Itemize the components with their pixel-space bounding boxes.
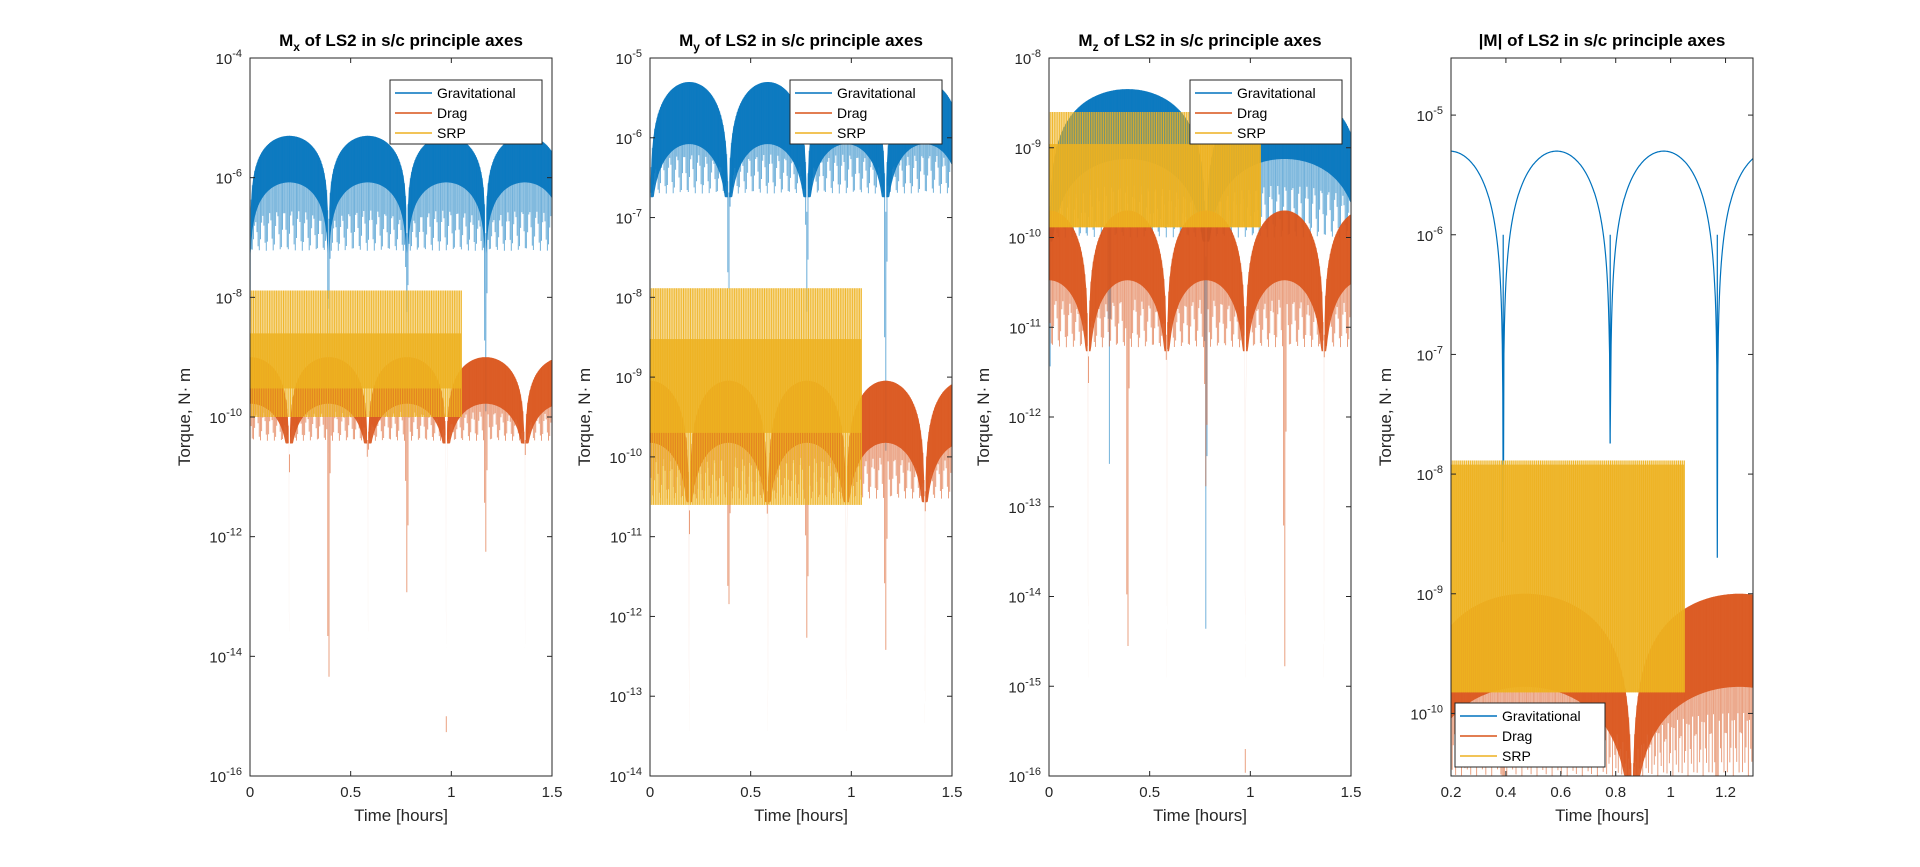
x-tick-label: 0.2 xyxy=(1441,784,1462,801)
x-tick-label: 0 xyxy=(246,784,254,801)
axes-box xyxy=(1450,57,1754,777)
legend-entry: SRP xyxy=(1502,748,1531,764)
x-tick-label: 1.5 xyxy=(942,784,963,801)
x-tick-label: 0.4 xyxy=(1495,784,1516,801)
subplot-title: My of LS2 in s/c principle axes xyxy=(679,31,923,54)
x-axis-label: Time [hours] xyxy=(1153,806,1247,825)
y-tick-label: 10-13 xyxy=(1008,497,1041,517)
legend-entry: Drag xyxy=(1237,105,1267,121)
subplot-1: 0 0.5 1 1.5 10-4 10-6 10-8 10-10 10-12 10-14 10-16… xyxy=(175,31,562,825)
x-tick-label: 0.8 xyxy=(1605,784,1626,801)
y-tick-label: 10-15 xyxy=(1008,676,1041,696)
y-axis-label: Torque, N· m xyxy=(175,368,194,466)
series-envelope xyxy=(250,135,552,495)
y-axis-label: Torque, N· m xyxy=(575,368,594,466)
y-tick-label: 10-6 xyxy=(1417,225,1443,245)
x-tick-label: 1 xyxy=(1246,784,1254,801)
srp-dense-band xyxy=(1049,144,1261,228)
x-tick-label: 0 xyxy=(1045,784,1053,801)
y-tick-label: 10-6 xyxy=(616,128,642,148)
y-tick-label: 10-10 xyxy=(609,447,642,467)
x-tick-label: 0.5 xyxy=(1139,784,1160,801)
series-gravitational xyxy=(250,135,552,510)
subplot-2: 0 0.5 1 1.5 10-5 10-6 10-7 10-8 10-9 10-10 10-11 10… xyxy=(575,31,962,825)
y-tick-label: 10-14 xyxy=(609,766,642,786)
x-tick-label: 0.5 xyxy=(340,784,361,801)
y-tick-label: 10-11 xyxy=(1009,317,1041,337)
series-srp xyxy=(1049,112,1261,228)
y-tick-label: 10-16 xyxy=(209,766,242,786)
x-tick-label: 0.5 xyxy=(740,784,761,801)
legend: Gravitational Drag SRP xyxy=(789,79,943,145)
y-tick-label: 10-13 xyxy=(609,686,642,706)
legend: Gravitational Drag SRP xyxy=(389,79,543,145)
y-tick-label: 10-8 xyxy=(216,287,242,307)
legend-entry: SRP xyxy=(437,125,466,141)
x-tick-label: 1 xyxy=(1666,784,1674,801)
subplot-4: 0.2 0.4 0.6 0.8 1 1.2 10-5 10-6 10-7 10-8 10-9 10-1… xyxy=(1376,31,1754,825)
gravitational-curve xyxy=(1451,150,1753,558)
x-tick-label: 1.5 xyxy=(1341,784,1362,801)
legend-entry: Gravitational xyxy=(837,85,916,101)
legend-entry: Drag xyxy=(1502,728,1532,744)
x-tick-label: 0 xyxy=(646,784,654,801)
x-tick-label: 0.6 xyxy=(1550,784,1571,801)
x-tick-label: 1.5 xyxy=(542,784,563,801)
axes-box xyxy=(649,57,953,777)
y-tick-label: 10-16 xyxy=(1008,766,1041,786)
srp-dense-band xyxy=(650,339,862,433)
y-axis-label: Torque, N· m xyxy=(1376,368,1395,466)
y-axis-label: Torque, N· m xyxy=(974,368,993,466)
x-axis-label: Time [hours] xyxy=(754,806,848,825)
y-tick-label: 10-14 xyxy=(209,646,242,666)
x-tick-label: 1 xyxy=(847,784,855,801)
legend: Gravitational Drag SRP xyxy=(1454,702,1606,768)
y-tick-label: 10-5 xyxy=(616,48,642,68)
legend-entry: Drag xyxy=(437,105,467,121)
series-drag xyxy=(1049,210,1351,773)
y-tick-label: 10-12 xyxy=(609,606,642,626)
y-tick-label: 10-10 xyxy=(209,407,242,427)
x-tick-label: 1.2 xyxy=(1715,784,1736,801)
y-tick-label: 10-10 xyxy=(1410,703,1443,723)
y-tick-label: 10-14 xyxy=(1008,587,1041,607)
y-tick-label: 10-8 xyxy=(1417,464,1443,484)
legend-entry: Gravitational xyxy=(437,85,516,101)
y-tick-label: 10-9 xyxy=(1417,584,1443,604)
series-srp xyxy=(250,290,462,417)
y-tick-label: 10-5 xyxy=(1417,105,1443,125)
series-srp xyxy=(650,288,862,505)
legend-entry: SRP xyxy=(1237,125,1266,141)
series-srp xyxy=(1451,460,1685,693)
srp-dense-band xyxy=(1451,464,1685,693)
subplot-title: Mx of LS2 in s/c principle axes xyxy=(279,31,523,54)
series-gravitational xyxy=(1451,150,1753,558)
y-tick-label: 10-9 xyxy=(616,367,642,387)
y-tick-label: 10-7 xyxy=(1417,344,1443,364)
x-axis-label: Time [hours] xyxy=(354,806,448,825)
subplot-3: 0 0.5 1 1.5 10-8 10-9 10-10 10-11 10-12 10-13 10-1… xyxy=(974,31,1361,825)
legend-entry: Gravitational xyxy=(1502,708,1581,724)
y-tick-label: 10-9 xyxy=(1015,138,1041,158)
x-tick-label: 1 xyxy=(447,784,455,801)
y-tick-label: 10-8 xyxy=(616,287,642,307)
y-tick-label: 10-12 xyxy=(1008,407,1041,427)
y-tick-label: 10-6 xyxy=(216,168,242,188)
y-tick-label: 10-7 xyxy=(616,208,642,228)
srp-dense-band xyxy=(250,333,462,389)
x-axis-label: Time [hours] xyxy=(1555,806,1649,825)
y-tick-label: 10-12 xyxy=(209,527,242,547)
legend-entry: Gravitational xyxy=(1237,85,1316,101)
y-tick-label: 10-10 xyxy=(1008,228,1041,248)
subplot-title: Mz of LS2 in s/c principle axes xyxy=(1078,31,1321,54)
legend-entry: Drag xyxy=(837,105,867,121)
legend-entry: SRP xyxy=(837,125,866,141)
y-tick-label: 10-4 xyxy=(216,48,242,68)
y-tick-label: 10-8 xyxy=(1015,48,1041,68)
series-envelope xyxy=(1049,210,1351,749)
y-tick-label: 10-11 xyxy=(610,527,642,547)
legend: Gravitational Drag SRP xyxy=(1189,79,1343,145)
subplot-title: |M| of LS2 in s/c principle axes xyxy=(1479,31,1726,50)
